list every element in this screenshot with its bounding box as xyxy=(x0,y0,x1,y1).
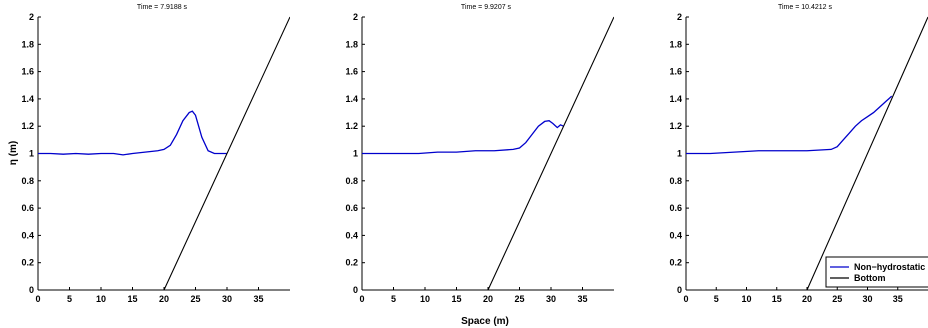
x-tick-label: 25 xyxy=(832,294,842,304)
y-tick-label: 2 xyxy=(353,12,358,22)
y-tick-label: 1 xyxy=(353,149,358,159)
x-tick-label: 35 xyxy=(893,294,903,304)
y-tick-label: 2 xyxy=(29,12,34,22)
y-tick-label: 1.6 xyxy=(21,67,34,77)
y-tick-label: 1.8 xyxy=(669,39,682,49)
x-tick-label: 5 xyxy=(67,294,72,304)
y-tick-label: 1.4 xyxy=(669,94,682,104)
y-tick-label: 1.6 xyxy=(669,67,682,77)
y-tick-label: 0.4 xyxy=(345,230,358,240)
y-tick-label: 1.6 xyxy=(345,67,358,77)
legend-label: Bottom xyxy=(854,273,886,283)
panel-3: Time = 10.4212 s 0 0.2 0.4 0.6 0.8 1 1.2 1.4 1.6 1… xyxy=(669,4,928,304)
x-tick-label: 30 xyxy=(862,294,872,304)
x-tick-label: 30 xyxy=(222,294,232,304)
x-tick-label: 25 xyxy=(514,294,524,304)
x-tick-label: 15 xyxy=(127,294,137,304)
y-tick-label: 1.4 xyxy=(345,94,358,104)
legend-box xyxy=(825,256,928,288)
x-tick-label: 15 xyxy=(772,294,782,304)
y-tick-label: 0.8 xyxy=(21,176,34,186)
y-tick-label: 0.2 xyxy=(345,258,358,268)
x-tick-label: 10 xyxy=(420,294,430,304)
y-axis-label: η (m) xyxy=(8,141,19,165)
x-tick-label: 20 xyxy=(802,294,812,304)
panel-title: Time = 9.9207 s xyxy=(461,4,512,11)
x-tick-label: 5 xyxy=(391,294,396,304)
y-tick-label: 0 xyxy=(677,285,682,295)
bottom-profile-line xyxy=(686,16,928,290)
x-tick-label: 0 xyxy=(35,294,40,304)
y-tick-label: 0.4 xyxy=(21,230,34,240)
x-tick-label: 20 xyxy=(159,294,169,304)
surface-elevation-line xyxy=(38,110,227,156)
y-tick-label: 1.4 xyxy=(21,94,34,104)
panel-title: Time = 10.4212 s xyxy=(778,4,833,11)
y-tick-label: 0.6 xyxy=(21,203,34,213)
y-tick-label: 0 xyxy=(353,285,358,295)
panel-title: Time = 7.9188 s xyxy=(137,4,188,11)
panels: Time = 7.9188 s 0 0.2 0.4 0.6 0.8 1 1.2 1.4 1.6 1.… xyxy=(21,4,928,304)
surface-elevation-line xyxy=(686,95,893,155)
y-tick-label: 0.4 xyxy=(669,230,682,240)
x-axis-label: Space (m) xyxy=(461,316,509,327)
y-tick-label: 0.2 xyxy=(21,258,34,268)
y-tick-label: 0.8 xyxy=(669,176,682,186)
x-tick-label: 30 xyxy=(546,294,556,304)
y-tick-label: 1.8 xyxy=(21,39,34,49)
y-tick-label: 0.6 xyxy=(669,203,682,213)
x-tick-label: 10 xyxy=(741,294,751,304)
x-tick-label: 35 xyxy=(253,294,263,304)
surface-elevation-line xyxy=(362,120,564,155)
y-tick-label: 0 xyxy=(29,285,34,295)
y-tick-label: 1.8 xyxy=(345,39,358,49)
y-tick-label: 1.2 xyxy=(669,121,682,131)
x-tick-label: 35 xyxy=(577,294,587,304)
y-tick-label: 0.8 xyxy=(345,176,358,186)
y-tick-label: 1 xyxy=(677,149,682,159)
x-tick-label: 0 xyxy=(683,294,688,304)
legend-label: Non−hydrostatic xyxy=(854,262,925,272)
y-tick-label: 1.2 xyxy=(345,121,358,131)
x-tick-label: 0 xyxy=(359,294,364,304)
bottom-profile-line xyxy=(38,16,290,290)
x-tick-label: 25 xyxy=(190,294,200,304)
panel-2: Time = 9.9207 s 0 0.2 0.4 0.6 0.8 1 1.2 1.4 1.6 1.… xyxy=(345,4,614,304)
panel-1: Time = 7.9188 s 0 0.2 0.4 0.6 0.8 1 1.2 1.4 1.6 1.… xyxy=(21,4,290,304)
x-tick-label: 15 xyxy=(451,294,461,304)
y-tick-label: 2 xyxy=(677,12,682,22)
x-tick-label: 20 xyxy=(483,294,493,304)
x-tick-label: 10 xyxy=(96,294,106,304)
y-tick-label: 1.2 xyxy=(21,121,34,131)
x-tick-label: 5 xyxy=(714,294,719,304)
y-tick-label: 0.2 xyxy=(669,258,682,268)
y-tick-label: 0.6 xyxy=(345,203,358,213)
bottom-profile-line xyxy=(362,16,614,290)
y-tick-label: 1 xyxy=(29,149,34,159)
